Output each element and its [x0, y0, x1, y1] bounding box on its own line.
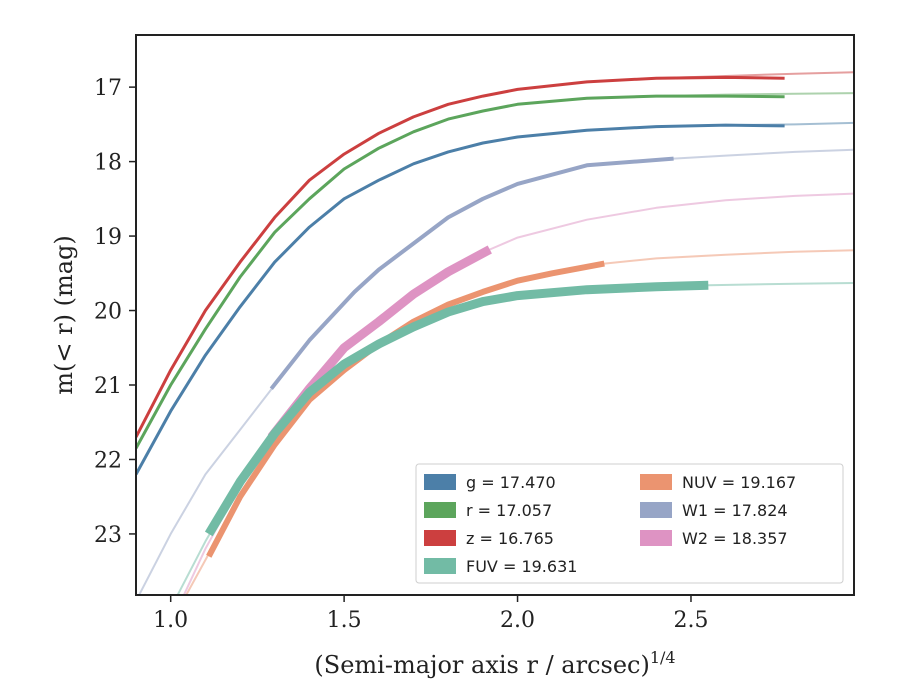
legend-item-g: g = 17.470 [424, 473, 556, 492]
legend-swatch [640, 530, 672, 546]
series-fuv [176, 280, 854, 595]
legend-item-fuv: FUV = 19.631 [424, 557, 577, 576]
x-tick-label: 1.5 [327, 608, 362, 633]
legend-item-w1: W1 = 17.824 [640, 501, 788, 520]
y-tick-label: 20 [94, 300, 122, 325]
y-tick-label: 23 [94, 523, 122, 548]
legend-label: W2 = 18.357 [682, 529, 788, 548]
legend-swatch [640, 502, 672, 518]
y-axis: 17 18 19 20 21 22 23 [94, 76, 136, 548]
data-line-r [136, 94, 785, 450]
legend-item-z: z = 16.765 [424, 529, 554, 548]
y-tick-label: 21 [94, 374, 122, 399]
x-tick-label: 2.0 [500, 608, 535, 633]
legend-label: W1 = 17.824 [682, 501, 788, 520]
x-axis-label: (Semi-major axis r / arcsec)1/4 [314, 648, 675, 679]
data-line-g [136, 123, 785, 476]
y-tick-label: 19 [94, 225, 122, 250]
legend-swatch [424, 474, 456, 490]
legend-swatch [424, 530, 456, 546]
data-line-z [136, 75, 785, 438]
legend-item-w2: W2 = 18.357 [640, 529, 788, 548]
legend-frame [415, 463, 844, 584]
y-tick-label: 18 [94, 151, 122, 176]
series-g [136, 121, 854, 476]
legend-label: NUV = 19.167 [682, 473, 796, 492]
y-tick-label: 22 [94, 448, 122, 473]
x-tick-label: 2.5 [673, 608, 708, 633]
x-axis-label-superscript: 1/4 [650, 648, 676, 667]
series-z [136, 71, 854, 439]
y-axis-label: m(< r) (mag) [50, 235, 78, 394]
legend-swatch [640, 474, 672, 490]
series-layer [136, 71, 854, 595]
x-tick-label: 1.0 [153, 608, 188, 633]
legend-label: z = 16.765 [466, 529, 554, 548]
y-tick-label: 17 [94, 76, 122, 101]
legend-item-nuv: NUV = 19.167 [640, 473, 796, 492]
legend-swatch [424, 502, 456, 518]
series-r [136, 92, 854, 450]
plot-frame [135, 34, 855, 596]
data-line-w1 [269, 156, 674, 390]
series-w1 [137, 148, 854, 595]
legend-label: g = 17.470 [466, 473, 556, 492]
legend: g = 17.470 r = 17.057 z = 16.765 FUV = 19.6… [415, 463, 844, 584]
legend-label: r = 17.057 [466, 501, 552, 520]
legend-swatch [424, 558, 456, 574]
data-line-fuv [204, 280, 709, 537]
legend-item-r: r = 17.057 [424, 501, 552, 520]
x-axis: 1.0 1.5 2.0 2.5 [153, 595, 708, 633]
legend-label: FUV = 19.631 [466, 557, 577, 576]
